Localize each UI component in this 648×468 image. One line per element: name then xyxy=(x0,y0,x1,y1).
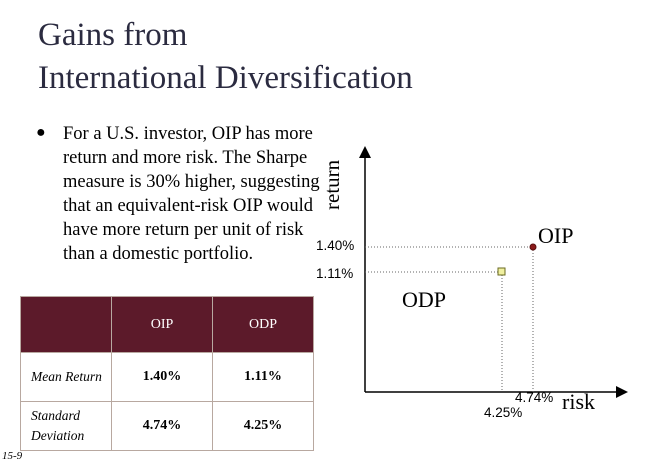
title-line-1: Gains from xyxy=(38,17,188,53)
y-tick-odp: 1.11% xyxy=(316,266,354,281)
table-row: Mean Return 1.40% 1.11% xyxy=(20,352,314,402)
slide-number: 15-9 xyxy=(2,450,23,462)
title-line-2: International Diversification xyxy=(38,60,413,96)
x-axis-label: risk xyxy=(562,389,595,414)
y-axis-label: return xyxy=(320,159,344,210)
table-header-odp: ODP xyxy=(212,296,314,353)
cell-oip-std: 4.74% xyxy=(111,401,213,451)
odp-point-label: ODP xyxy=(402,287,447,312)
stats-table: OIP ODP Mean Return 1.40% 1.11% Standard… xyxy=(20,296,314,451)
y-tick-oip: 1.40% xyxy=(316,238,355,253)
cell-odp-std: 4.25% xyxy=(212,401,314,451)
oip-point xyxy=(529,243,537,251)
x-tick-odp: 4.25% xyxy=(484,405,523,420)
table-header-row: OIP ODP xyxy=(20,296,314,353)
cell-odp-mean: 1.11% xyxy=(212,352,314,402)
table-header-oip: OIP xyxy=(111,296,213,353)
bullet-text: For a U.S. investor, OIP has more return… xyxy=(63,124,320,264)
slide-title: Gains from International Diversification xyxy=(38,14,413,100)
cell-oip-mean: 1.40% xyxy=(111,352,213,402)
table-row: Standard Deviation 4.74% 4.25% xyxy=(20,401,314,451)
x-tick-oip: 4.74% xyxy=(515,390,554,405)
oip-point-label: OIP xyxy=(538,223,574,248)
bullet-marker: ● xyxy=(36,124,46,141)
table-header-blank xyxy=(20,296,112,353)
odp-point xyxy=(497,267,506,276)
row-label-mean-return: Mean Return xyxy=(20,352,112,402)
